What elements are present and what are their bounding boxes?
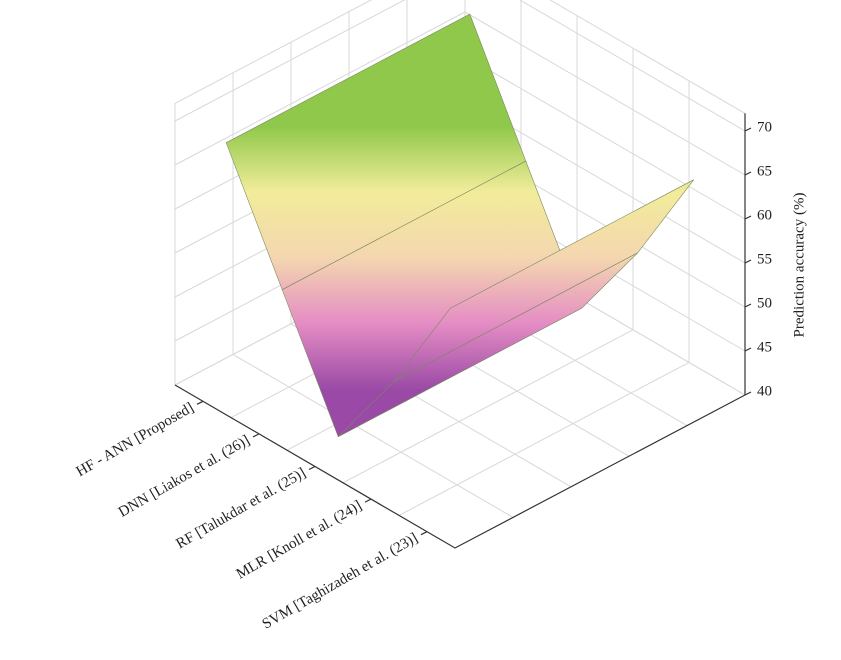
- y-tick-label: 40: [757, 383, 772, 399]
- x-tick: [364, 498, 372, 503]
- y-tick: [744, 259, 752, 264]
- x-tick: [308, 465, 316, 471]
- y-tick-label: 70: [757, 119, 772, 135]
- y-tick-label: 60: [757, 207, 772, 223]
- y-tick: [744, 391, 752, 396]
- floor-line: [398, 361, 690, 516]
- floor-line: [232, 353, 514, 518]
- x-tick: [252, 433, 260, 438]
- y-tick: [744, 303, 752, 308]
- y-tick: [744, 127, 752, 132]
- y-tick: [744, 171, 752, 176]
- y-tick: [744, 347, 752, 352]
- x-tick: [196, 400, 204, 405]
- x-tick-label: HF - ANN [Proposed]: [74, 400, 197, 480]
- x-axis: [174, 384, 746, 549]
- x-tick: [420, 531, 428, 536]
- y-tick-label: 50: [757, 295, 772, 311]
- grid-line: [174, 11, 746, 176]
- y-tick-label: 65: [757, 163, 772, 179]
- grid-line: [174, 0, 746, 132]
- floor-line: [342, 329, 634, 484]
- y-axis-label: Prediction accuracy (%): [791, 193, 807, 338]
- y-tick-label: 55: [757, 251, 772, 267]
- y-tick: [744, 215, 752, 220]
- y-tick-label: 45: [757, 339, 772, 355]
- surface-patch: [393, 179, 695, 382]
